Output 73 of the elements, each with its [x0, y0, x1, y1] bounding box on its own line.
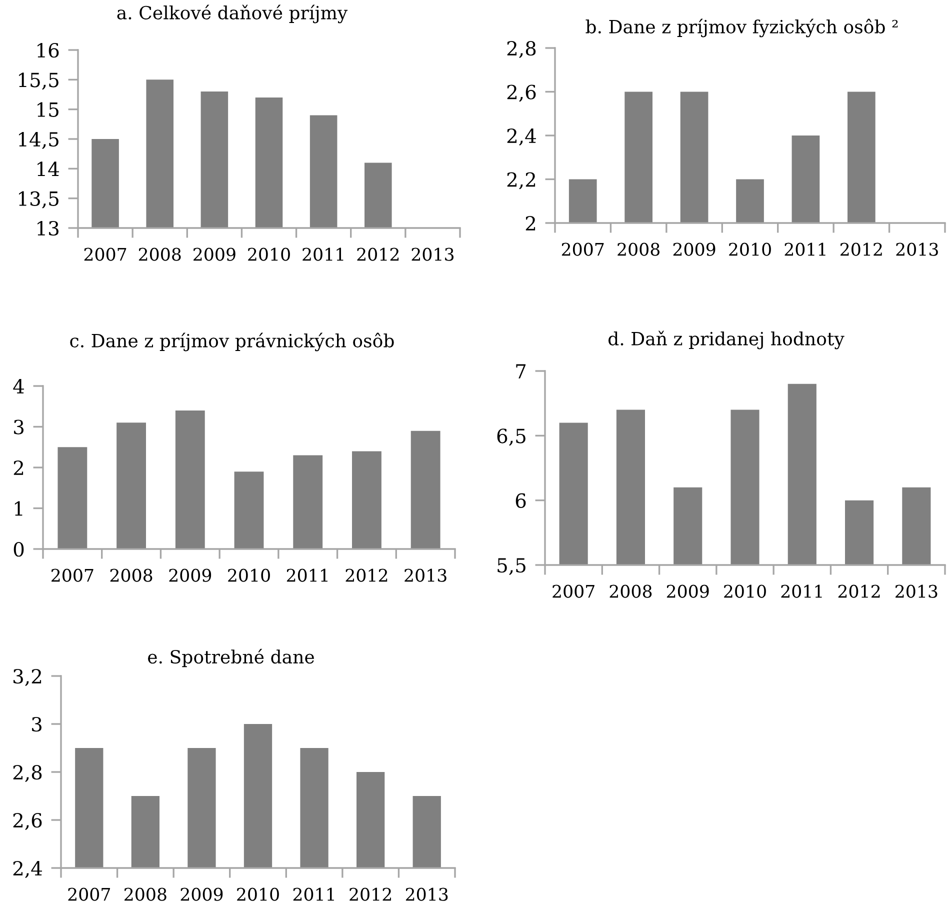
x-tick-label: 2010	[228, 568, 270, 582]
x-tick-label: 2011	[286, 568, 328, 582]
y-tick-label: 2	[526, 216, 536, 230]
y-tick-label: 2,2	[507, 172, 536, 190]
x-tick-label: 2012	[357, 248, 399, 261]
x-tick-label: 2008	[138, 248, 181, 261]
x-tick-label: 2010	[724, 584, 766, 598]
bar	[116, 422, 146, 549]
y-tick-label: 2,8	[507, 40, 536, 58]
x-tick-label: 2012	[838, 584, 880, 598]
y-tick-label: 1	[14, 501, 22, 516]
y-tick-label: 15	[38, 102, 58, 117]
x-tick-label: 2013	[406, 888, 448, 901]
y-tick-label: 14	[38, 162, 59, 176]
x-tick-label: 2013	[896, 584, 938, 598]
y-tick-label: 3	[14, 420, 24, 434]
y-tick-label: 6,5	[497, 428, 526, 446]
x-tick-label: 2013	[404, 568, 446, 582]
y-tick-label: 0	[14, 542, 24, 557]
y-tick-label: 6	[516, 493, 526, 508]
x-tick-label: 2009	[194, 248, 236, 261]
chart-title: e. Spotrebné dane	[148, 648, 314, 668]
x-tick-label: 2007	[552, 584, 594, 598]
x-tick-label: 2008	[610, 584, 652, 598]
x-tick-label: 2011	[784, 242, 826, 256]
y-tick-label: 13	[38, 220, 58, 236]
y-tick-label: 2,4	[13, 860, 42, 878]
x-tick-label: 2012	[840, 242, 882, 256]
y-tick-label: 3	[32, 716, 42, 732]
x-tick-label: 2013	[896, 242, 938, 256]
x-tick-label: 2009	[180, 888, 223, 901]
x-tick-label: 2008	[110, 568, 152, 582]
x-tick-label: 2007	[562, 242, 604, 256]
x-tick-label: 2009	[169, 568, 212, 582]
bar	[352, 451, 382, 549]
chart-title: d. Daň z pridanej hodnoty	[608, 330, 844, 350]
bar	[410, 430, 440, 549]
y-tick-label: 4	[13, 378, 24, 394]
y-tick-label: 2,8	[13, 764, 42, 782]
y-tick-label: 3,2	[14, 668, 42, 686]
bar	[234, 472, 264, 549]
x-tick-label: 2009	[666, 584, 709, 598]
y-tick-label: 2,6	[507, 84, 536, 102]
x-tick-label: 2011	[293, 888, 334, 901]
y-tick-label: 2,4	[507, 128, 536, 146]
bar	[175, 410, 205, 549]
y-tick-label: 14,5	[19, 132, 58, 150]
x-tick-label: 2010	[237, 888, 279, 901]
x-tick-label: 2012	[350, 888, 391, 901]
x-tick-label: 2011	[302, 248, 344, 261]
bar	[58, 447, 88, 549]
chart-title: a. Celkové daňové príjmy	[117, 4, 348, 24]
x-tick-label: 2010	[729, 242, 771, 256]
bar	[293, 455, 323, 549]
y-tick-label: 13,5	[19, 191, 58, 208]
chart-title: c. Dane z príjmov právnických osôb	[70, 332, 394, 352]
y-tick-label: 5,5	[498, 558, 526, 576]
x-tick-label: 2007	[52, 568, 94, 582]
y-tick-label: 7	[516, 364, 526, 378]
x-tick-label: 2008	[124, 888, 166, 901]
x-tick-label: 2009	[673, 242, 716, 256]
x-tick-label: 2008	[618, 242, 660, 256]
x-tick-label: 2007	[84, 248, 126, 261]
x-tick-label: 2012	[346, 568, 388, 582]
y-tick-label: 16	[38, 42, 59, 58]
x-tick-label: 2011	[781, 584, 822, 598]
x-tick-label: 2007	[68, 888, 110, 901]
y-tick-label: 2,6	[13, 812, 42, 830]
y-tick-label: 2	[14, 460, 24, 475]
chart-title: b. Dane z príjmov fyzických osôb ²	[586, 18, 898, 38]
x-tick-label: 2010	[248, 248, 290, 261]
y-tick-label: 15,5	[19, 72, 58, 90]
x-tick-label: 2013	[412, 248, 454, 261]
